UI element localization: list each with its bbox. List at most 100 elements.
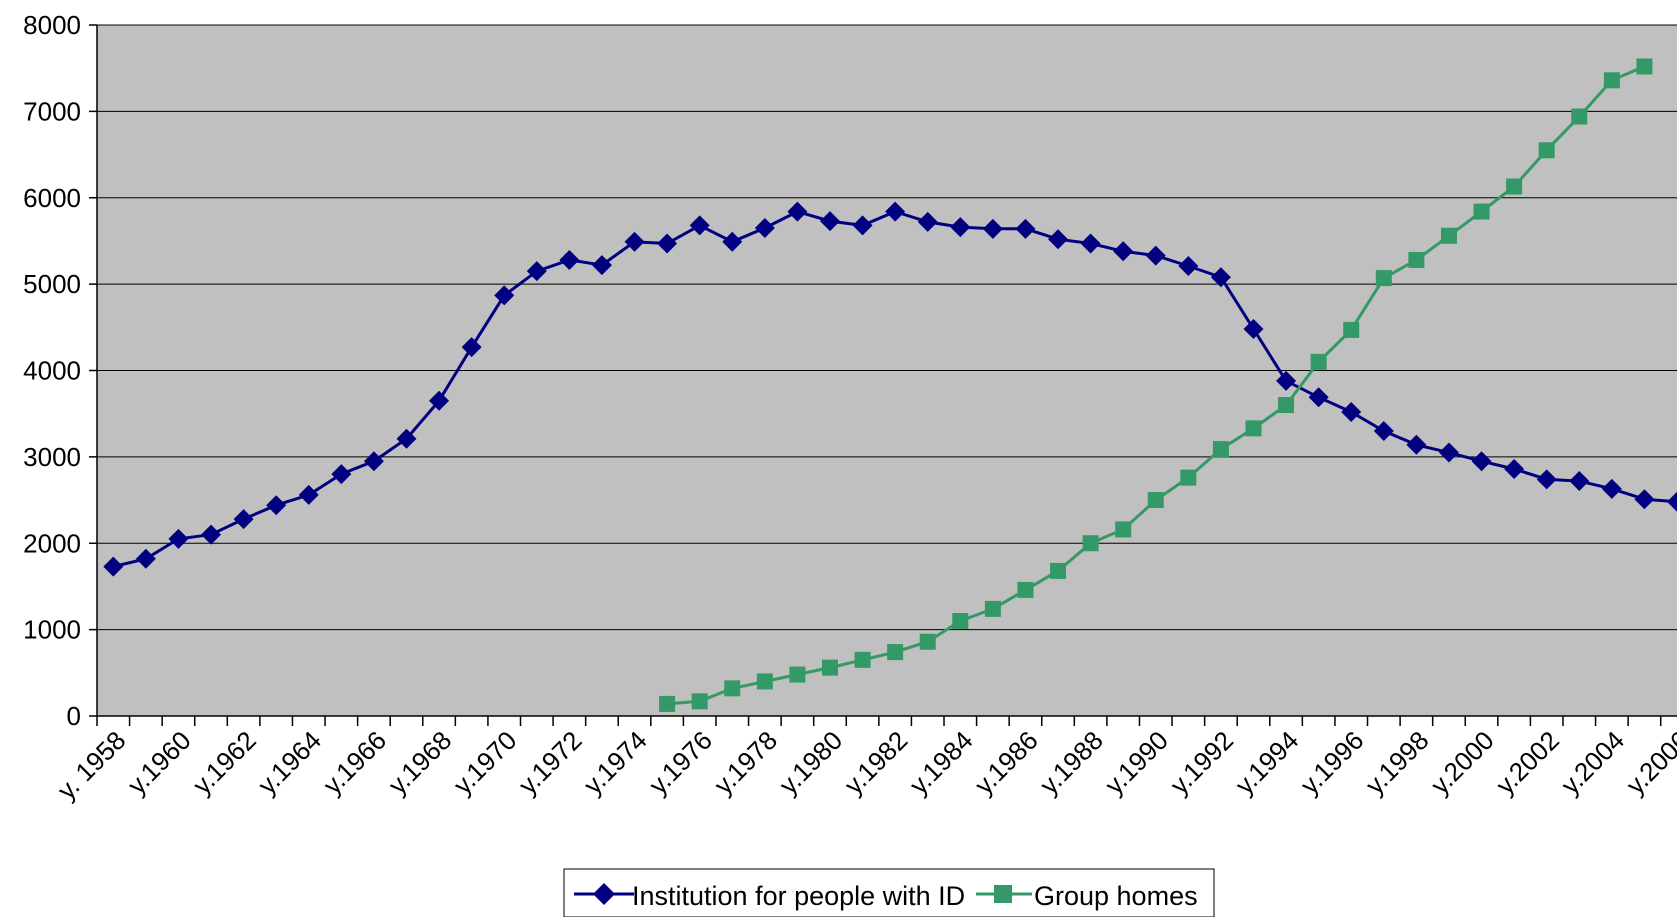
data-point [331,464,352,485]
data-point [952,612,969,629]
data-point [982,218,1003,239]
y-tick-label: 0 [67,701,81,731]
x-tick-label: y.1974 [578,725,653,800]
data-point [494,285,515,306]
data-point [1438,442,1459,463]
data-point [1180,469,1197,486]
data-point [1667,491,1677,512]
x-tick-label: y.1994 [1229,725,1304,800]
data-point [103,556,124,577]
y-gridlines [97,24,1677,631]
y-tick-label: 7000 [23,96,81,126]
data-point [950,217,971,238]
data-point [1308,387,1329,408]
data-point [1341,401,1362,422]
data-point [1408,251,1425,268]
data-point [1082,535,1099,552]
x-tick-label: y.1980 [773,725,848,800]
x-tick-label: y.1972 [513,725,588,800]
x-tick-label: y.1988 [1034,725,1109,800]
x-tick-label: y.2000 [1425,725,1500,800]
data-point [1017,581,1034,598]
x-tick-label: y.1990 [1099,725,1174,800]
data-point [1178,255,1199,276]
x-tick-label: y.1978 [708,725,783,800]
data-point [1506,178,1523,195]
data-point [1634,489,1655,510]
data-point [1245,420,1262,437]
data-point [1406,434,1427,455]
data-point [689,215,710,236]
x-tick-label: y.1992 [1164,725,1239,800]
data-point [1536,469,1557,490]
data-point [1373,420,1394,441]
legend: Institution for people with ID Group hom… [563,868,1215,917]
data-point [887,644,904,661]
data-point [1147,492,1164,509]
data-point [1571,108,1588,125]
y-tick-label: 4000 [23,356,81,386]
data-point [1603,72,1620,89]
data-point [266,495,287,516]
data-point [756,673,773,690]
data-point [168,528,189,549]
data-point [659,695,676,712]
y-tick-label: 6000 [23,183,81,213]
data-point [1473,203,1490,220]
data-point [1343,321,1360,338]
legend-box [563,868,1215,917]
y-tick-label: 8000 [23,10,81,40]
data-point [429,390,450,411]
data-point [624,231,645,252]
x-tick-label: y.2006 [1620,725,1677,800]
data-point [852,215,873,236]
data-point [233,509,254,530]
data-point [984,600,1001,617]
data-point [363,451,384,472]
data-point [754,217,775,238]
series-1 [659,58,1653,712]
data-point [1048,229,1069,250]
data-point [854,651,871,668]
x-tick-label: y.1970 [447,725,522,800]
data-point [1115,521,1132,538]
y-tick-label: 1000 [23,615,81,645]
series-0 [103,201,1677,577]
data-point [1212,441,1229,458]
data-point [201,524,222,545]
data-point [724,680,741,697]
data-point [1538,142,1555,159]
data-point [559,249,580,270]
legend-marker-institution [593,883,615,905]
x-tick-label: y.1968 [382,725,457,800]
data-point [461,337,482,358]
x-tick-label: y.1962 [187,725,262,800]
data-point [298,484,319,505]
x-tick-label: y.1998 [1360,725,1435,800]
data-point [821,659,838,676]
data-point [1080,233,1101,254]
x-tick-label: y.2004 [1555,725,1630,800]
data-point [789,666,806,683]
data-point [1310,353,1327,370]
x-tick-label: y.1964 [252,725,327,800]
x-tick-label: y.1960 [122,725,197,800]
y-axis: 0 1000 2000 3000 4000 5000 6000 7000 8000 [23,10,98,731]
data-point [591,255,612,276]
legend-label-group-homes: Group homes [1034,881,1198,911]
x-tick-label: y.1966 [317,725,392,800]
x-tick-label: y.1984 [903,725,978,800]
data-point [526,261,547,282]
x-tick-label: y.1986 [969,725,1044,800]
data-point [135,548,156,569]
data-point [396,428,417,449]
legend-label-institution: Institution for people with ID [632,881,965,911]
x-tick-label: y.1976 [643,725,718,800]
data-point [787,201,808,222]
data-point [1276,370,1297,391]
data-point [691,693,708,710]
x-axis: y. 1958y.1960y.1962y.1964y.1966y.1968y.1… [51,715,1677,805]
data-point [1145,245,1166,266]
data-point [885,201,906,222]
